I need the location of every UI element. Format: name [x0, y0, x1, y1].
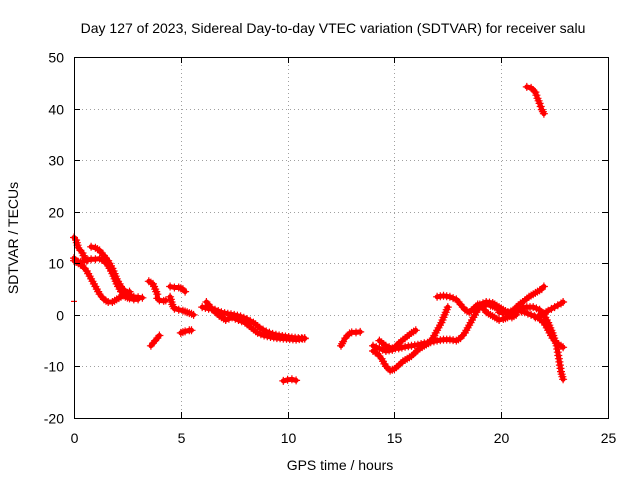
- series-s13: [337, 327, 365, 350]
- data-point: [279, 376, 288, 385]
- series-s8: [166, 292, 198, 319]
- data-point: [356, 327, 365, 336]
- data-point: [181, 287, 190, 296]
- data-point: [292, 376, 301, 385]
- series-s5: [144, 277, 170, 305]
- series-s6: [146, 331, 164, 350]
- x-tick-label: 10: [281, 430, 297, 446]
- data-point: [522, 82, 531, 91]
- data-point: [539, 282, 548, 291]
- x-tick-label: 20: [494, 430, 510, 446]
- series-s12: [279, 375, 301, 385]
- tick-labels: 0 5 10 15 20 25 -20 -10 0 10 20 30 40 50: [44, 50, 617, 447]
- x-tick-label: 25: [601, 430, 617, 446]
- y-tick-label: 50: [48, 50, 64, 66]
- series-s9: [176, 326, 196, 337]
- data-point: [181, 327, 190, 336]
- y-tick-label: 0: [56, 308, 64, 324]
- data-point: [559, 298, 568, 306]
- data-point: [189, 310, 198, 319]
- series-s21: [522, 82, 548, 118]
- y-tick-label: 20: [48, 205, 64, 221]
- data-point: [538, 107, 547, 116]
- plot-frame: [74, 57, 609, 419]
- series-s7: [166, 282, 190, 296]
- y-tick-label: -10: [44, 359, 64, 375]
- data-point: [539, 109, 548, 118]
- data-point: [443, 303, 452, 312]
- x-tick-label: 15: [387, 430, 403, 446]
- data-point: [187, 326, 196, 335]
- series-s19: [495, 306, 568, 352]
- y-tick-label: 10: [48, 256, 64, 272]
- x-tick-label: 0: [71, 430, 79, 446]
- y-tick-label: -20: [44, 411, 64, 427]
- data-point: [166, 282, 175, 291]
- data-point: [559, 343, 568, 352]
- data-point: [300, 334, 309, 343]
- data-point: [170, 304, 179, 313]
- data-point: [161, 296, 170, 305]
- y-axis-label: SDTVAR / TECUs: [5, 182, 21, 294]
- data-point: [287, 375, 296, 384]
- data-point: [495, 316, 504, 324]
- grid: [74, 57, 608, 418]
- data-point: [559, 375, 568, 384]
- data-point: [375, 344, 384, 353]
- y-tick-label: 30: [48, 153, 64, 169]
- data-layer: [70, 82, 568, 385]
- data-point: [174, 305, 183, 314]
- data-point: [138, 293, 147, 302]
- series-s4: [87, 242, 147, 302]
- series-s11: [202, 298, 309, 344]
- data-point: [338, 339, 347, 348]
- data-point: [155, 331, 164, 340]
- series-s17: [433, 282, 548, 324]
- series-s20: [531, 298, 568, 322]
- x-axis-label: GPS time / hours: [287, 457, 394, 473]
- data-point: [411, 326, 420, 335]
- axis-ticks: [74, 57, 609, 419]
- data-point: [87, 242, 96, 251]
- x-tick-label: 5: [178, 430, 186, 446]
- chart-title: Day 127 of 2023, Sidereal Day-to-day VTE…: [81, 20, 586, 36]
- y-tick-label: 40: [48, 102, 64, 118]
